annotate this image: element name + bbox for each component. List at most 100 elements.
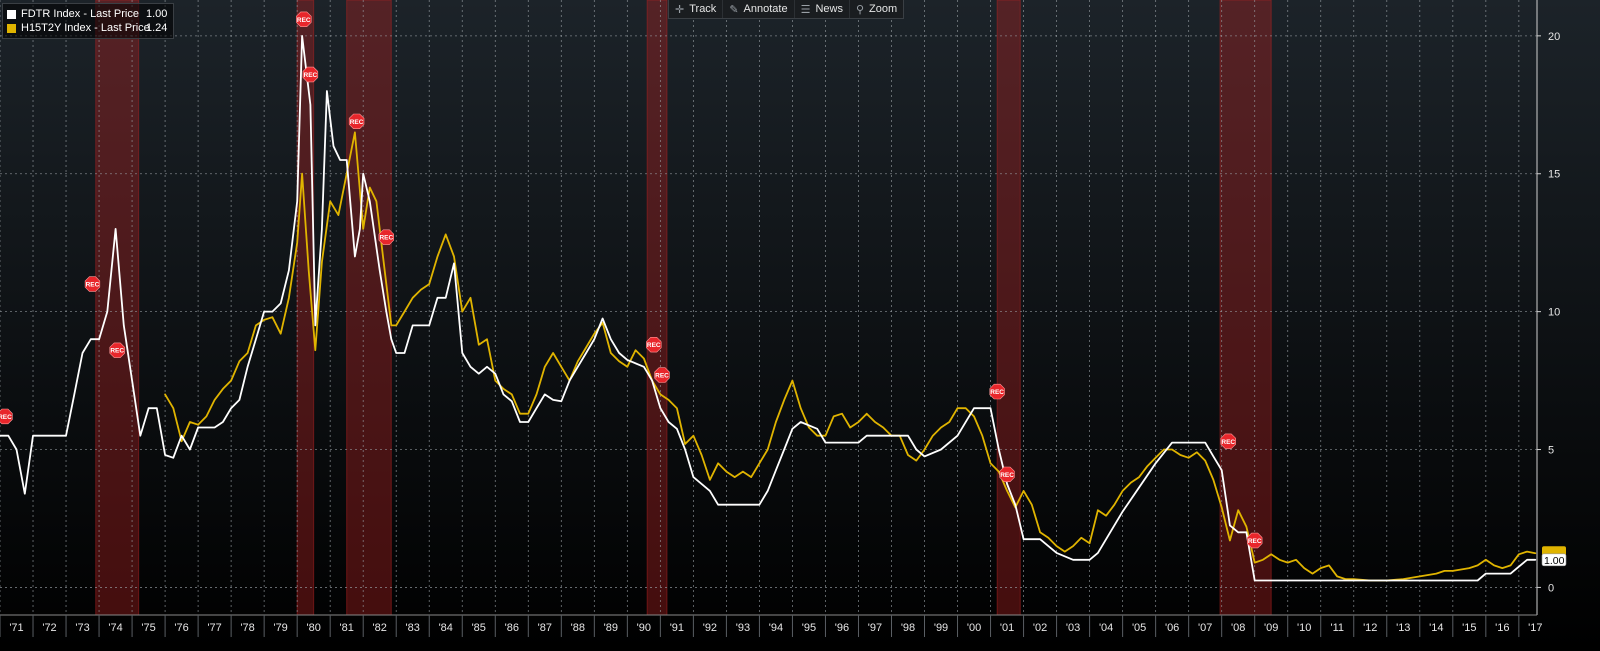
rec-marker[interactable]: REC [1220, 433, 1236, 449]
recession-band [95, 0, 140, 616]
x-tick-label: '75 [141, 622, 155, 634]
x-tick-label: '17 [1528, 622, 1542, 634]
x-tick-label: '14 [1429, 622, 1443, 634]
x-tick-label: '74 [108, 622, 122, 634]
rec-marker[interactable]: REC [0, 408, 13, 425]
x-tick-label: '85 [472, 622, 486, 634]
x-tick-label: '08 [1231, 622, 1245, 634]
x-tick-label: '13 [1396, 622, 1410, 634]
x-tick-label: '87 [538, 622, 552, 634]
rec-marker[interactable]: REC [302, 66, 319, 83]
x-tick-label: '73 [75, 622, 89, 634]
rec-marker-label: REC [990, 389, 1004, 396]
rec-marker-octagon [378, 229, 395, 245]
y-tick-label: 5 [1548, 445, 1554, 457]
rec-marker-octagon [296, 11, 312, 28]
series-line-fdtr[interactable] [0, 35, 1537, 582]
x-tick-label: '89 [604, 622, 618, 634]
x-tick-label: '07 [1198, 622, 1212, 634]
x-tick-label: '80 [307, 622, 321, 634]
rec-marker[interactable]: REC [109, 342, 125, 358]
rec-marker[interactable]: REC [989, 383, 1005, 400]
rec-marker-octagon [1220, 433, 1236, 449]
legend-entry-h15t2y[interactable]: H15T2Y Index - Last Price 1.24 [7, 21, 167, 35]
track-button[interactable]: ✛ Track [669, 0, 722, 18]
x-tick-label: '77 [207, 622, 221, 634]
x-tick-label: '93 [736, 622, 750, 634]
rec-marker[interactable]: REC [378, 229, 395, 245]
rec-marker[interactable]: REC [1247, 532, 1263, 549]
x-tick-label: '90 [637, 622, 651, 634]
rec-marker-octagon [646, 336, 662, 353]
y-tick-label: 0 [1548, 582, 1554, 594]
recession-band [646, 0, 668, 616]
rec-marker-octagon [302, 66, 319, 83]
rec-marker-octagon [348, 113, 365, 129]
rec-marker[interactable]: REC [999, 466, 1015, 483]
x-tick-label: '91 [670, 622, 684, 634]
x-tick-label: '72 [42, 622, 56, 634]
rec-marker[interactable]: REC [348, 113, 365, 129]
x-tick-label: '10 [1297, 622, 1311, 634]
pencil-icon: ✎ [729, 3, 739, 16]
recession-bands [95, 0, 1272, 616]
x-tick-label: '12 [1363, 622, 1377, 634]
x-tick-label: '05 [1132, 622, 1146, 634]
rec-marker[interactable]: REC [654, 367, 670, 383]
x-tick-label: '79 [273, 622, 287, 634]
rec-marker[interactable]: REC [296, 11, 312, 28]
x-tick-label: '76 [174, 622, 188, 634]
rec-marker-octagon [84, 276, 101, 292]
rec-marker-octagon [989, 383, 1005, 400]
rec-marker-label: REC [110, 348, 124, 355]
x-tick-label: '95 [802, 622, 816, 634]
x-tick-label: '82 [373, 622, 387, 634]
x-tick-label: '88 [571, 622, 585, 634]
x-tick-label: '94 [769, 622, 783, 634]
chart-toolbar: ✛ Track ✎ Annotate ☰ News ⚲ Zoom [668, 0, 905, 19]
rec-marker-label: REC [297, 17, 311, 24]
legend: FDTR Index - Last Price 1.00 H15T2Y Inde… [2, 3, 175, 39]
rec-marker-label: REC [379, 235, 393, 242]
rec-marker-label: REC [1248, 538, 1262, 545]
recession-markers: REC REC REC REC REC REC REC REC REC REC REC REC REC [0, 11, 1263, 549]
legend-label: FDTR Index - Last Price [21, 8, 139, 20]
axes: 0 5 10 15 20 '71 '72 '73 '74 '75 '76 '77 '78 '79 '80 '8… [0, 0, 1560, 637]
rec-marker[interactable]: REC [646, 336, 662, 353]
x-tick-label: '92 [703, 622, 717, 634]
x-tick-label: '96 [835, 622, 849, 634]
magnifier-icon: ⚲ [855, 3, 865, 16]
grid-lines [0, 0, 1537, 615]
x-tick-label: '00 [967, 622, 981, 634]
rec-marker-octagon [109, 342, 125, 358]
x-tick-label: '97 [868, 622, 882, 634]
rec-marker-octagon [999, 466, 1015, 483]
rec-marker-label: REC [350, 119, 364, 126]
x-tick-label: '04 [1099, 622, 1113, 634]
rec-marker-label: REC [0, 414, 12, 421]
legend-swatch-h15t2y [7, 23, 16, 33]
rec-marker-label: REC [1221, 439, 1235, 446]
series-line-h15t2y[interactable] [164, 131, 1537, 582]
legend-entry-fdtr[interactable]: FDTR Index - Last Price 1.00 [7, 7, 167, 21]
x-tick-label: '98 [901, 622, 915, 634]
news-icon: ☰ [800, 3, 811, 16]
legend-value: 1.24 [146, 22, 168, 34]
x-tick-label: '71 [9, 622, 23, 634]
y-tick-label: 15 [1548, 169, 1560, 181]
annotate-label: Annotate [743, 3, 788, 15]
recession-band [1219, 0, 1272, 616]
last-value-tag-fdtr [1541, 553, 1567, 567]
zoom-button[interactable]: ⚲ Zoom [848, 0, 903, 18]
annotate-button[interactable]: ✎ Annotate [722, 0, 793, 18]
news-button[interactable]: ☰ News [793, 0, 849, 18]
last-value-tags: 1.00 [1541, 546, 1567, 567]
rec-marker-label: REC [86, 282, 100, 289]
news-label: News [815, 3, 843, 15]
last-value-text-fdtr: 1.00 [1544, 555, 1565, 567]
recession-band [996, 0, 1021, 616]
rec-marker[interactable]: REC [84, 276, 101, 292]
